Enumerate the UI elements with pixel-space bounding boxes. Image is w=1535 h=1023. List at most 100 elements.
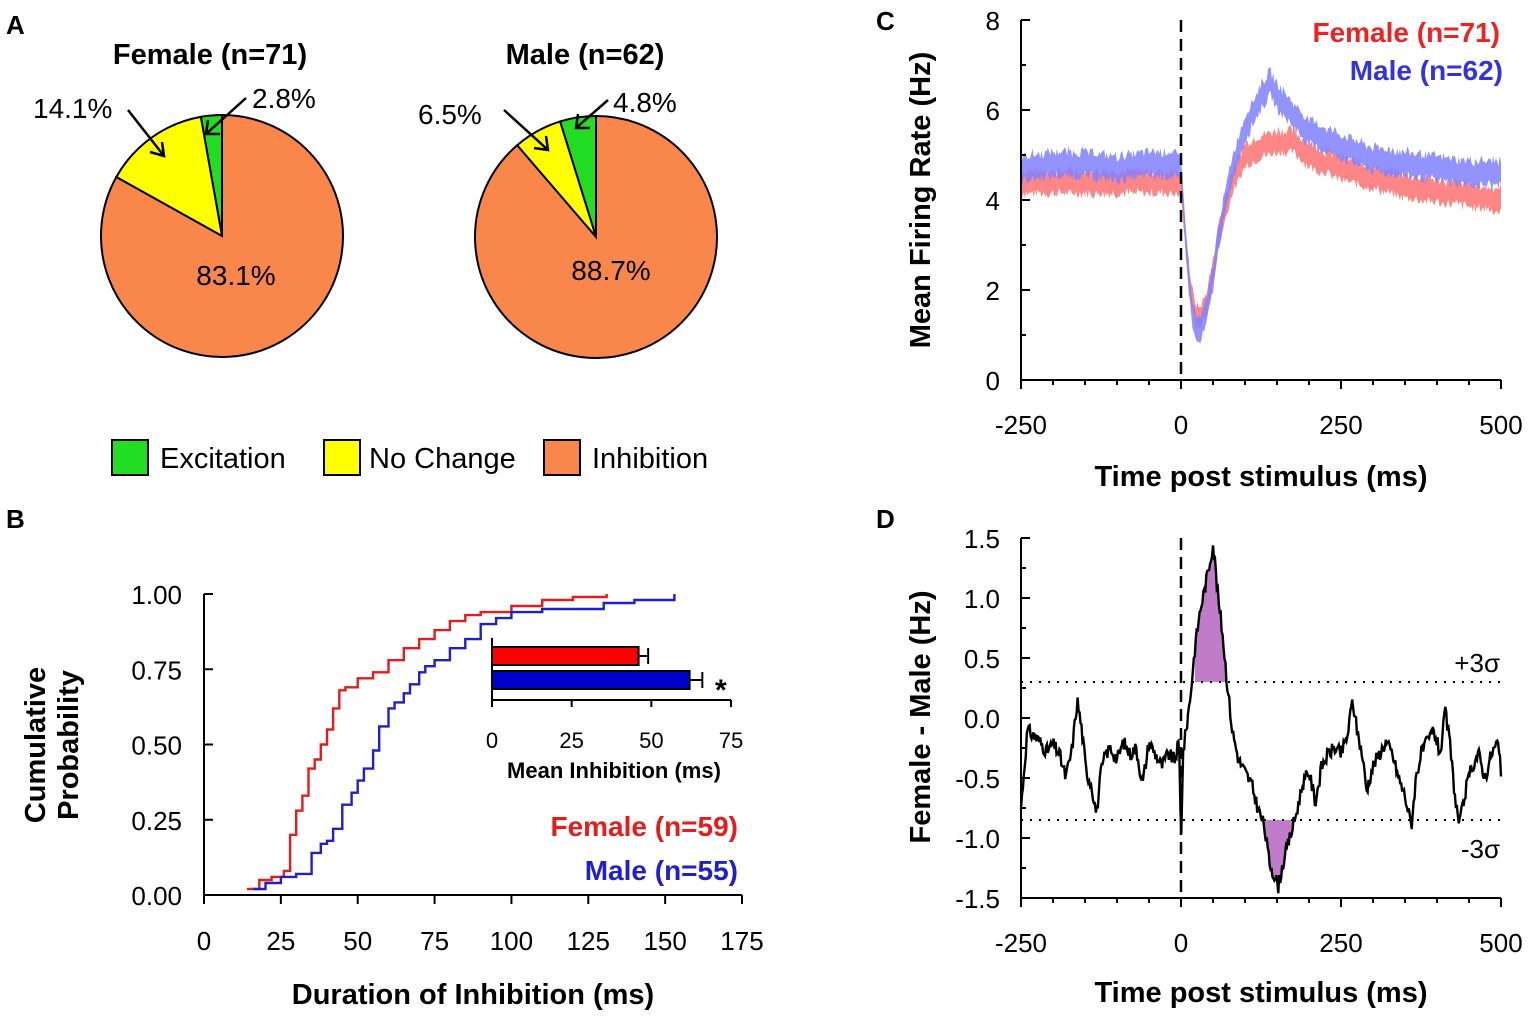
- panel-d-ylabel: Female - Male (Hz): [905, 591, 937, 844]
- panel-b-xtick-label: 25: [266, 926, 295, 956]
- band-male: [1021, 67, 1501, 344]
- pie-legend: Excitation No Change Inhibition: [111, 439, 708, 476]
- pie-title-female: Female (n=71): [113, 39, 307, 71]
- panel-c-xlabel: Time post stimulus (ms): [1094, 461, 1427, 493]
- panel-c-xtick-label: 0: [1174, 410, 1188, 440]
- panel-d-lower-threshold-label: -3σ: [1461, 834, 1500, 864]
- panel-b-series: [247, 594, 676, 891]
- panel-c-ylabel: Mean Firing Rate (Hz): [905, 52, 937, 348]
- pie-female-label-excitation: 2.8%: [252, 83, 316, 114]
- inset-xlabel: Mean Inhibition (ms): [507, 758, 721, 783]
- panel-b-ylabel-line1: Cumulative: [20, 667, 52, 823]
- panel-d: D -1.5 -1.0 -0.5 0.0 0.5 1.0 1.5 -250 0 250 500 +3…: [876, 504, 1523, 1009]
- panel-b-inset: 0 25 50 75 Mean Inhibition (ms) *: [486, 638, 743, 783]
- pie-female-label-inhibition: 83.1%: [196, 260, 275, 291]
- panel-b-ytick-label: 0.75: [131, 655, 182, 685]
- panel-b-legend-male: Male (n=55): [585, 855, 738, 886]
- panel-c-series: [1021, 67, 1501, 344]
- panel-d-ytick-label: -1.0: [955, 824, 1000, 854]
- legend-label-excitation: Excitation: [160, 443, 286, 475]
- panel-c-ytick-label: 2: [986, 276, 1000, 306]
- panel-b-xtick-label: 0: [197, 926, 211, 956]
- panel-letter-b: B: [6, 504, 25, 534]
- pie-male-arrowhead-nochange: [533, 135, 550, 152]
- panel-d-xtick-label: -250: [995, 928, 1047, 958]
- pie-female: Female (n=71) 83.1% 14.1% 2.8%: [33, 39, 344, 358]
- inset-bar-female: [491, 646, 640, 666]
- difference-line: [1019, 545, 1503, 894]
- panel-letter-a: A: [6, 10, 25, 40]
- legend-swatch-nochange: [323, 439, 361, 476]
- panel-b-xtick-label: 75: [420, 926, 449, 956]
- inset-significance-star: *: [715, 674, 727, 707]
- panel-b-ytick-label: 0.00: [131, 881, 182, 911]
- cdf-line-female: [247, 594, 608, 891]
- panel-b-ytick-label: 1.00: [131, 580, 182, 610]
- panel-b-legend-female: Female (n=59): [550, 811, 738, 842]
- panel-b-ytick-label: 0.50: [131, 731, 182, 761]
- panel-d-ytick-label: 0.0: [964, 704, 1000, 734]
- inset-bars: 0 25 50 75: [486, 638, 743, 753]
- panel-d-xtick-label: 500: [1479, 928, 1522, 958]
- pie-slice-no-change: [114, 115, 224, 238]
- panel-b-axes: 0.00 0.25 0.50 0.75 1.00 0 25 50 75 100 125 150 175: [131, 580, 763, 956]
- significant-region-negative: [1263, 820, 1293, 894]
- inset-xtick-label: 0: [486, 728, 498, 753]
- panel-c-ytick-label: 6: [986, 96, 1000, 126]
- panel-b-xtick-label: 50: [343, 926, 372, 956]
- pie-male-label-excitation: 4.8%: [613, 87, 677, 118]
- pie-female-arrowhead-nochange: [149, 141, 166, 158]
- panel-b-xtick-label: 150: [643, 926, 686, 956]
- pie-female-slices: [100, 113, 344, 358]
- panel-d-xtick-label: 0: [1174, 928, 1188, 958]
- legend-swatch-excitation: [111, 439, 149, 476]
- panel-b-xtick-label: 100: [490, 926, 533, 956]
- panel-d-upper-threshold-label: +3σ: [1454, 648, 1500, 678]
- pie-female-arrow-nochange: [127, 109, 165, 157]
- panel-c-legend-male: Male (n=62): [1350, 55, 1503, 86]
- panel-c-axes: 0 2 4 6 8 -250 0 250 500: [986, 6, 1523, 440]
- panel-d-xtick-label: 250: [1319, 928, 1362, 958]
- pie-slice-inhibition: [100, 113, 344, 358]
- panel-a: A Female (n=71) 83.1% 14.1% 2.8% Male (n…: [6, 10, 718, 476]
- panel-b-ytick-label: 0.25: [131, 806, 182, 836]
- panel-letter-c: C: [876, 6, 895, 36]
- inset-xtick-label: 25: [559, 728, 583, 753]
- pie-male-label-nochange: 6.5%: [418, 99, 482, 130]
- panel-c-ytick-label: 4: [986, 186, 1000, 216]
- panel-c-ytick-label: 0: [986, 366, 1000, 396]
- legend-swatch-inhibition: [543, 439, 581, 476]
- significant-region-positive: [1194, 545, 1226, 682]
- inset-xtick-label: 75: [719, 728, 743, 753]
- panel-c-xtick-label: -250: [995, 410, 1047, 440]
- inset-bar-male: [491, 670, 691, 690]
- panel-d-series: [1019, 545, 1503, 894]
- panel-b-xtick-label: 125: [567, 926, 610, 956]
- panel-c-xtick-label: 250: [1319, 410, 1362, 440]
- panel-d-ytick-label: 0.5: [964, 644, 1000, 674]
- panel-d-ytick-label: 1.5: [964, 524, 1000, 554]
- pie-female-arrowhead-excitation: [204, 119, 220, 136]
- cdf-line-male: [253, 594, 676, 891]
- panel-letter-d: D: [876, 504, 895, 534]
- pie-slice-inhibition: [474, 114, 718, 359]
- panel-b-xlabel: Duration of Inhibition (ms): [292, 979, 654, 1011]
- pie-female-label-nochange: 14.1%: [33, 93, 112, 124]
- band-female: [1021, 125, 1501, 330]
- panel-c-ytick-label: 8: [986, 6, 1000, 36]
- pie-male-slices: [474, 114, 718, 359]
- panel-d-ytick-label: -0.5: [955, 764, 1000, 794]
- panel-d-axes: -1.5 -1.0 -0.5 0.0 0.5 1.0 1.5 -250 0 250 500: [955, 524, 1523, 958]
- pie-male-arrowhead-excitation: [574, 113, 590, 130]
- pie-male-arrow-excitation: [575, 99, 609, 129]
- panel-b: B 0.00 0.25 0.50 0.75 1.00 0 25 50 75 100 125 150 17…: [6, 504, 764, 1011]
- panel-b-ylabel-line2: Probability: [53, 670, 85, 820]
- panel-d-ytick-label: -1.5: [955, 884, 1000, 914]
- pie-title-male: Male (n=62): [506, 39, 665, 71]
- panel-c: C 0 2 4 6 8 -250 0 250 500 Time post stimulus (m…: [876, 6, 1523, 493]
- panel-c-xtick-label: 500: [1479, 410, 1522, 440]
- panel-c-legend-female: Female (n=71): [1312, 17, 1500, 48]
- panel-d-ytick-label: 1.0: [964, 584, 1000, 614]
